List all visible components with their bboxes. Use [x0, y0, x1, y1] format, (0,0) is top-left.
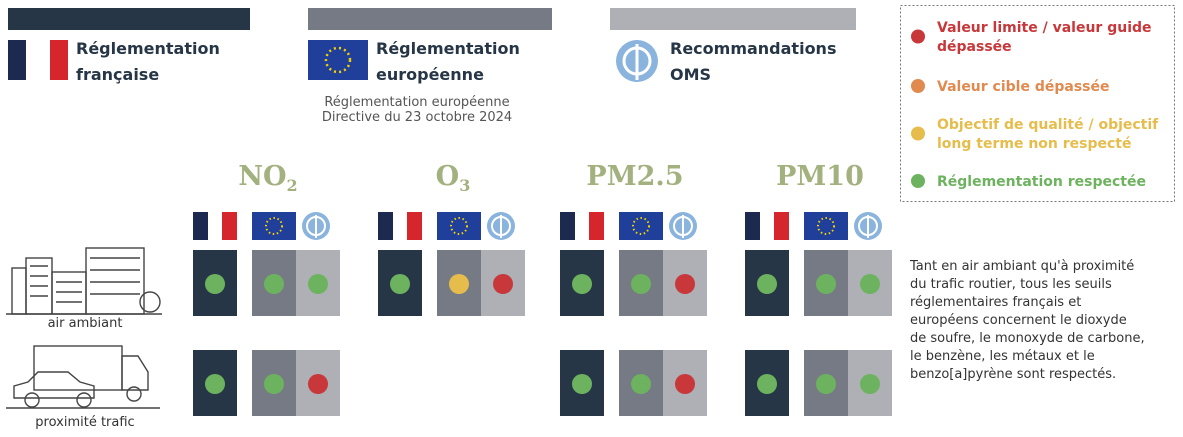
flag-eu: [804, 212, 848, 240]
description: Tant en air ambiant qu'à proximité du tra…: [909, 259, 1145, 382]
who-emblem: [302, 212, 330, 240]
status-dot: [572, 274, 592, 294]
reg-note: Réglementation européenne: [324, 95, 509, 110]
who-emblem: [487, 212, 515, 240]
who-emblem: [669, 212, 697, 240]
legend-dot: [911, 174, 925, 188]
reg-title: française: [76, 65, 159, 84]
flag-fr: [378, 212, 422, 240]
pollutant-subscript: 3: [459, 176, 470, 195]
big-who-emblem: [616, 40, 658, 82]
reg-note: Directive du 23 octobre 2024: [322, 110, 512, 125]
flag-fr: [560, 212, 604, 240]
big-flag-fr: [8, 40, 68, 80]
status-dot: [757, 374, 777, 394]
pollutant-base: PM2.5: [586, 161, 683, 192]
description-line: réglementaires français et: [910, 295, 1081, 310]
status-dot: [816, 374, 836, 394]
status-dot: [449, 274, 469, 294]
icon-vehicles: [6, 346, 160, 408]
status-dot: [757, 274, 777, 294]
status-dot: [631, 374, 651, 394]
status-dot: [308, 274, 328, 294]
legend-label: Réglementation respectée: [937, 174, 1146, 190]
status-dot: [205, 274, 225, 294]
flag-eu: [619, 212, 663, 240]
big-flag-eu: [308, 40, 368, 80]
status-dot: [816, 274, 836, 294]
legend-label: dépassée: [937, 39, 1012, 55]
pollutant-name: NO2: [238, 161, 297, 195]
row-label: air ambiant: [48, 316, 123, 331]
status-dot: [675, 374, 695, 394]
pollutant-subscript: 2: [287, 176, 298, 195]
bar-eu: [308, 8, 552, 30]
status-dot: [860, 374, 880, 394]
status-dot: [390, 274, 410, 294]
legend-label: long terme non respecté: [937, 136, 1132, 152]
pollutant-base: NO: [238, 161, 286, 192]
status-dot: [205, 374, 225, 394]
status-dot: [675, 274, 695, 294]
reg-title: Réglementation: [376, 39, 520, 58]
status-dot: [264, 374, 284, 394]
reg-title: Réglementation: [76, 39, 220, 58]
status-dot: [308, 374, 328, 394]
status-dot: [493, 274, 513, 294]
reg-title: Recommandations: [670, 39, 836, 58]
legend-label: Valeur cible dépassée: [937, 79, 1109, 95]
who-emblem: [854, 212, 882, 240]
status-dot: [860, 274, 880, 294]
icon-buildings: [6, 248, 162, 314]
bar-who: [610, 8, 856, 30]
flag-fr: [193, 212, 237, 240]
flag-fr: [745, 212, 789, 240]
legend-label: Valeur limite / valeur guide: [937, 20, 1152, 36]
legend: Valeur limite / valeur guide dépassée Vale…: [911, 20, 1159, 190]
description-line: de soufre, le monoxyde de carbone,: [910, 331, 1145, 346]
pollutant-base: PM10: [776, 161, 864, 192]
legend-label: Objectif de qualité / objectif: [937, 117, 1159, 133]
status-dot: [631, 274, 651, 294]
flag-eu: [252, 212, 296, 240]
description-line: Tant en air ambiant qu'à proximité: [909, 259, 1134, 274]
row-label: proximité trafic: [35, 415, 134, 430]
description-line: benzo[a]pyrène sont respectés.: [910, 367, 1116, 382]
pollutant-name: O3: [436, 161, 471, 195]
description-line: le benzène, les métaux et le: [910, 349, 1095, 364]
description-line: européens concernent le dioxyde: [910, 313, 1127, 328]
legend-dot: [911, 127, 925, 141]
pollutant-base: O: [436, 161, 460, 192]
pollutant-name: PM10: [776, 161, 864, 192]
status-grid: NO2 O3 PM2.5 PM10: [193, 161, 892, 416]
reg-title: OMS: [670, 65, 711, 84]
flag-eu: [437, 212, 481, 240]
bar-fr: [8, 8, 250, 30]
description-line: du trafic routier, tous les seuils: [910, 277, 1112, 292]
pollutant-name: PM2.5: [586, 161, 683, 192]
status-dot: [264, 274, 284, 294]
status-dot: [572, 374, 592, 394]
legend-dot: [911, 79, 925, 93]
legend-dot: [911, 30, 925, 44]
reg-title: européenne: [376, 65, 484, 84]
